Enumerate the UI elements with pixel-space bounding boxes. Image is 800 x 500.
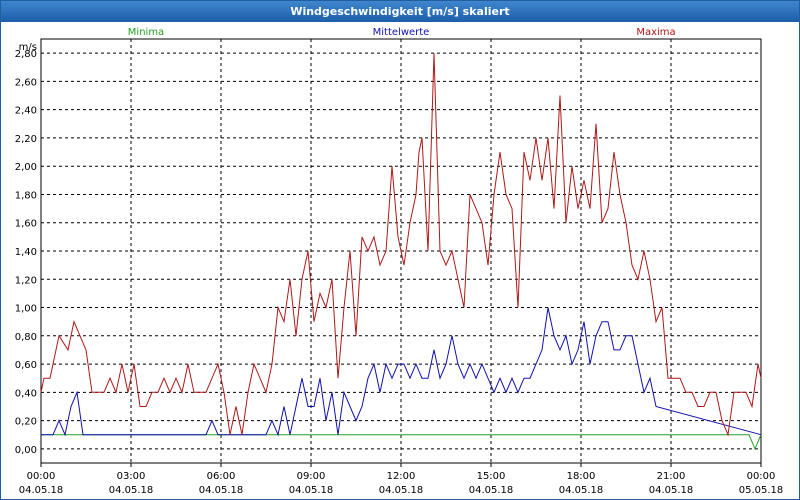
y-tick-label: 2,20	[15, 134, 37, 145]
x-tick-time: 03:00	[117, 471, 146, 482]
y-tick-label: 1,60	[15, 219, 37, 230]
x-tick-date: 04.05.18	[199, 485, 244, 496]
legend: Minima Mittelwerte Maxima	[128, 27, 676, 38]
x-tick-date: 04.05.18	[559, 485, 604, 496]
x-tick-date: 04.05.18	[469, 485, 514, 496]
y-tick-label: 2,80	[15, 49, 37, 60]
y-tick-label: 2,40	[15, 106, 37, 117]
x-tick-time: 06:00	[207, 471, 236, 482]
y-tick-label: 1,00	[15, 304, 37, 315]
x-tick-time: 21:00	[657, 471, 686, 482]
x-tick-date: 04.05.18	[379, 485, 424, 496]
y-axis-label: m/s	[19, 42, 37, 53]
series-line-mittelwerte	[41, 307, 762, 437]
y-tick-label: 1,40	[15, 247, 37, 258]
x-tick-date: 04.05.18	[109, 485, 154, 496]
y-tick-label: 2,60	[15, 77, 37, 88]
chart-title: Windgeschwindigkeit [m/s] skaliert	[1, 1, 799, 22]
x-tick-time: 15:00	[477, 471, 506, 482]
legend-mittelwerte: Mittelwerte	[373, 27, 430, 38]
x-tick-date: 04.05.18	[289, 485, 334, 496]
y-tick-label: 1,80	[15, 190, 37, 201]
y-tick-label: 1,20	[15, 275, 37, 286]
x-tick-time: 12:00	[387, 471, 416, 482]
y-tick-label: 0,60	[15, 360, 37, 371]
y-tick-label: 0,40	[15, 388, 37, 399]
series-line-minima	[41, 434, 762, 451]
legend-minima: Minima	[128, 27, 164, 38]
grid	[41, 39, 761, 463]
x-tick-time: 00:00	[27, 471, 56, 482]
y-tick-label: 0,00	[15, 445, 37, 456]
x-tick-time: 09:00	[297, 471, 326, 482]
x-tick-time: 00:00	[747, 471, 776, 482]
x-tick-date: 04.05.18	[19, 485, 64, 496]
y-tick-label: 2,00	[15, 162, 37, 173]
legend-maxima: Maxima	[636, 27, 675, 38]
axes: 0,00 0,20 0,40 0,60 0,80 1,00 1,20 1,40 1,60 1,80…	[15, 38, 784, 496]
y-tick-label: 0,20	[15, 417, 37, 428]
y-tick-label: 0,80	[15, 332, 37, 343]
x-tick-date: 04.05.18	[649, 485, 694, 496]
series-line-maxima	[40, 53, 762, 437]
x-tick-time: 18:00	[567, 471, 596, 482]
x-tick-date: 05.05.18	[739, 485, 784, 496]
wind-speed-chart: 0,00 0,20 0,40 0,60 0,80 1,00 1,20 1,40 1,60 1,80…	[15, 27, 784, 496]
series	[40, 53, 762, 451]
